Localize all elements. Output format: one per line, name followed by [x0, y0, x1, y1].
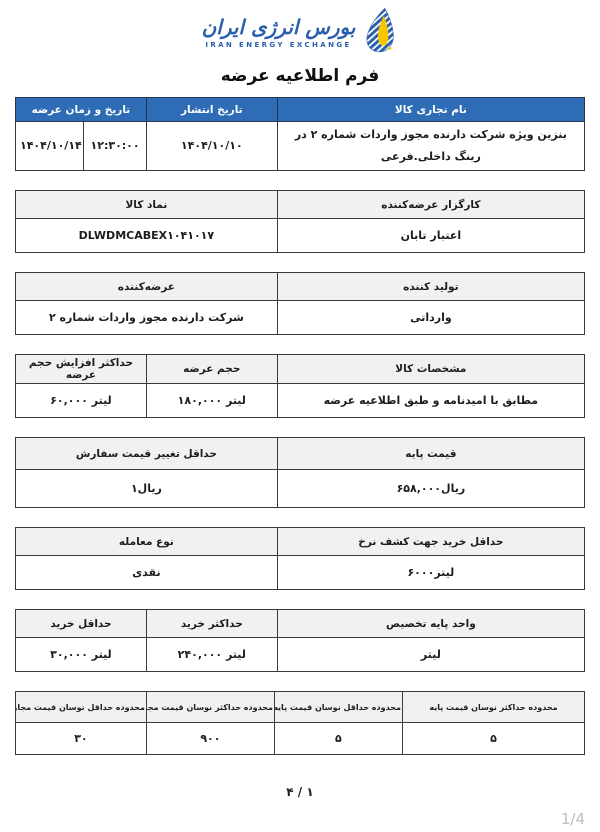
table-producer-supplier: تولید کننده عرضه‌کننده وارداتی شرکت دارن… — [15, 272, 586, 335]
table-header-row: کارگزار عرضه‌کننده نماد کالا — [15, 190, 586, 219]
max-base-price-fluctuation-value: ۵ — [401, 722, 586, 755]
header-logo: بورس انرژی ایران IRAN ENERGY EXCHANGE — [0, 0, 600, 57]
col-header-supply-datetime: تاریخ و زمان عرضه — [15, 97, 147, 122]
table-value-row: وارداتی شرکت دارنده مجوز واردات شماره ۲ — [15, 300, 586, 335]
table-discovery-trade-type: حداقل خرید جهت کشف نرخ نوع معامله لیتر۶۰… — [15, 527, 586, 590]
col-header-supplier: عرضه‌کننده — [15, 272, 278, 301]
table-value-row: لیتر۶۰۰۰ نقدی — [15, 555, 586, 590]
document-page-number: ۴ / ۱ — [286, 785, 314, 799]
col-header-min-allowed-price-fluctuation: محدوده حداقل نوسان قیمت مجاز — [15, 691, 147, 723]
col-header-publish-date: تاریخ انتشار — [145, 97, 278, 122]
col-header-max-base-price-fluctuation: محدوده حداکثر نوسان قیمت پایه — [401, 691, 586, 723]
col-header-min-order-tick: حداقل تغییر قیمت سفارش — [15, 437, 278, 470]
table-header-row: واحد پایه تخصیص حداکثر خرید حداقل خرید — [15, 609, 586, 638]
table-broker-symbol: کارگزار عرضه‌کننده نماد کالا اعتبار تابا… — [15, 190, 586, 253]
table-value-row: بنزین ویژه شرکت دارنده مجوز واردات شماره… — [14, 121, 586, 171]
supply-time-value: ۱۲:۳۰:۰۰ — [83, 121, 147, 171]
max-allowed-price-fluctuation-value: ۹۰۰ — [145, 722, 275, 755]
supply-volume-value: لیتر ۱۸۰,۰۰۰ — [145, 383, 278, 418]
table-base-price: قیمت پایه حداقل تغییر قیمت سفارش ریال۶۵۸… — [15, 437, 586, 508]
allocation-unit-value: لیتر — [276, 637, 586, 672]
col-header-min-base-price-fluctuation: محدوده حداقل نوسان قیمت پایه — [273, 691, 403, 723]
max-volume-increase-value: لیتر ۶۰,۰۰۰ — [15, 383, 147, 418]
min-discovery-purchase-value: لیتر۶۰۰۰ — [276, 555, 586, 590]
base-price-value: ریال۶۵۸,۰۰۰ — [276, 469, 586, 508]
table-price-fluctuation-ranges: محدوده حداکثر نوسان قیمت پایه محدوده حدا… — [15, 691, 586, 755]
table-header-row: مشخصات کالا حجم عرضه حداکثر افزایش حجم ع… — [15, 354, 586, 384]
producer-value: وارداتی — [276, 300, 586, 335]
col-header-commodity-trade-name: نام تجاری کالا — [276, 97, 586, 122]
table-value-row: اعتبار تابان DLWDMCABEX۱۰۴۱۰۱۷ — [15, 218, 586, 253]
logo-wordmark: بورس انرژی ایران IRAN ENERGY EXCHANGE — [201, 14, 356, 49]
col-header-max-allowed-price-fluctuation: محدوده حداکثر نوسان قیمت مجاز — [145, 691, 275, 723]
supplier-value: شرکت دارنده مجوز واردات شماره ۲ — [15, 300, 278, 335]
energy-exchange-logo-icon — [364, 7, 398, 57]
table-allocation-purchase-limits: واحد پایه تخصیص حداکثر خرید حداقل خرید ل… — [15, 609, 586, 672]
logo-name-en: IRAN ENERGY EXCHANGE — [205, 40, 352, 49]
col-header-symbol: نماد کالا — [15, 190, 278, 219]
commodity-trade-name-value: بنزین ویژه شرکت دارنده مجوز واردات شماره… — [276, 121, 586, 171]
broker-value: اعتبار تابان — [276, 218, 586, 253]
col-header-min-discovery-purchase: حداقل خرید جهت کشف نرخ — [276, 527, 586, 556]
col-header-allocation-unit: واحد پایه تخصیص — [276, 609, 586, 638]
table-header-row: نام تجاری کالا تاریخ انتشار تاریخ و زمان… — [15, 97, 586, 122]
symbol-value: DLWDMCABEX۱۰۴۱۰۱۷ — [15, 218, 278, 253]
viewer-page-indicator: 1/4 — [560, 810, 585, 828]
min-purchase-value: لیتر ۳۰,۰۰۰ — [15, 637, 147, 672]
table-header-row: قیمت پایه حداقل تغییر قیمت سفارش — [15, 437, 586, 470]
col-header-trade-type: نوع معامله — [15, 527, 278, 556]
table-header-row: تولید کننده عرضه‌کننده — [15, 272, 586, 301]
trade-type-value: نقدی — [15, 555, 278, 590]
min-order-tick-value: ریال۱ — [15, 469, 278, 508]
publish-date-value: ۱۴۰۴/۱۰/۱۰ — [145, 121, 278, 171]
table-value-row: مطابق با امیدنامه و طبق اطلاعیه عرضه لیت… — [15, 383, 586, 418]
col-header-max-volume-increase: حداکثر افزایش حجم عرضه — [15, 354, 147, 384]
table-value-row: ۵ ۵ ۹۰۰ ۳۰ — [15, 722, 586, 755]
table-specs-volume: مشخصات کالا حجم عرضه حداکثر افزایش حجم ع… — [15, 354, 586, 418]
col-header-base-price: قیمت پایه — [276, 437, 586, 470]
min-allowed-price-fluctuation-value: ۳۰ — [15, 722, 147, 755]
table-header-row: محدوده حداکثر نوسان قیمت پایه محدوده حدا… — [15, 691, 586, 723]
col-header-producer: تولید کننده — [276, 272, 586, 301]
logo-name-fa: بورس انرژی ایران — [201, 14, 356, 39]
max-purchase-value: لیتر ۲۴۰,۰۰۰ — [145, 637, 278, 672]
min-base-price-fluctuation-value: ۵ — [273, 722, 403, 755]
col-header-min-purchase: حداقل خرید — [15, 609, 147, 638]
page-title: فرم اطلاعیه عرضه — [220, 66, 380, 86]
col-header-supply-volume: حجم عرضه — [145, 354, 278, 384]
table-value-row: ریال۶۵۸,۰۰۰ ریال۱ — [15, 469, 586, 508]
table-commodity-name-dates: نام تجاری کالا تاریخ انتشار تاریخ و زمان… — [14, 97, 586, 171]
col-header-commodity-specs: مشخصات کالا — [276, 354, 586, 384]
commodity-specs-value: مطابق با امیدنامه و طبق اطلاعیه عرضه — [276, 383, 586, 418]
col-header-max-purchase: حداکثر خرید — [145, 609, 278, 638]
col-header-broker: کارگزار عرضه‌کننده — [276, 190, 586, 219]
supply-date-value: ۱۴۰۴/۱۰/۱۴ — [14, 121, 85, 171]
table-value-row: لیتر لیتر ۲۴۰,۰۰۰ لیتر ۳۰,۰۰۰ — [15, 637, 586, 672]
table-header-row: حداقل خرید جهت کشف نرخ نوع معامله — [15, 527, 586, 556]
